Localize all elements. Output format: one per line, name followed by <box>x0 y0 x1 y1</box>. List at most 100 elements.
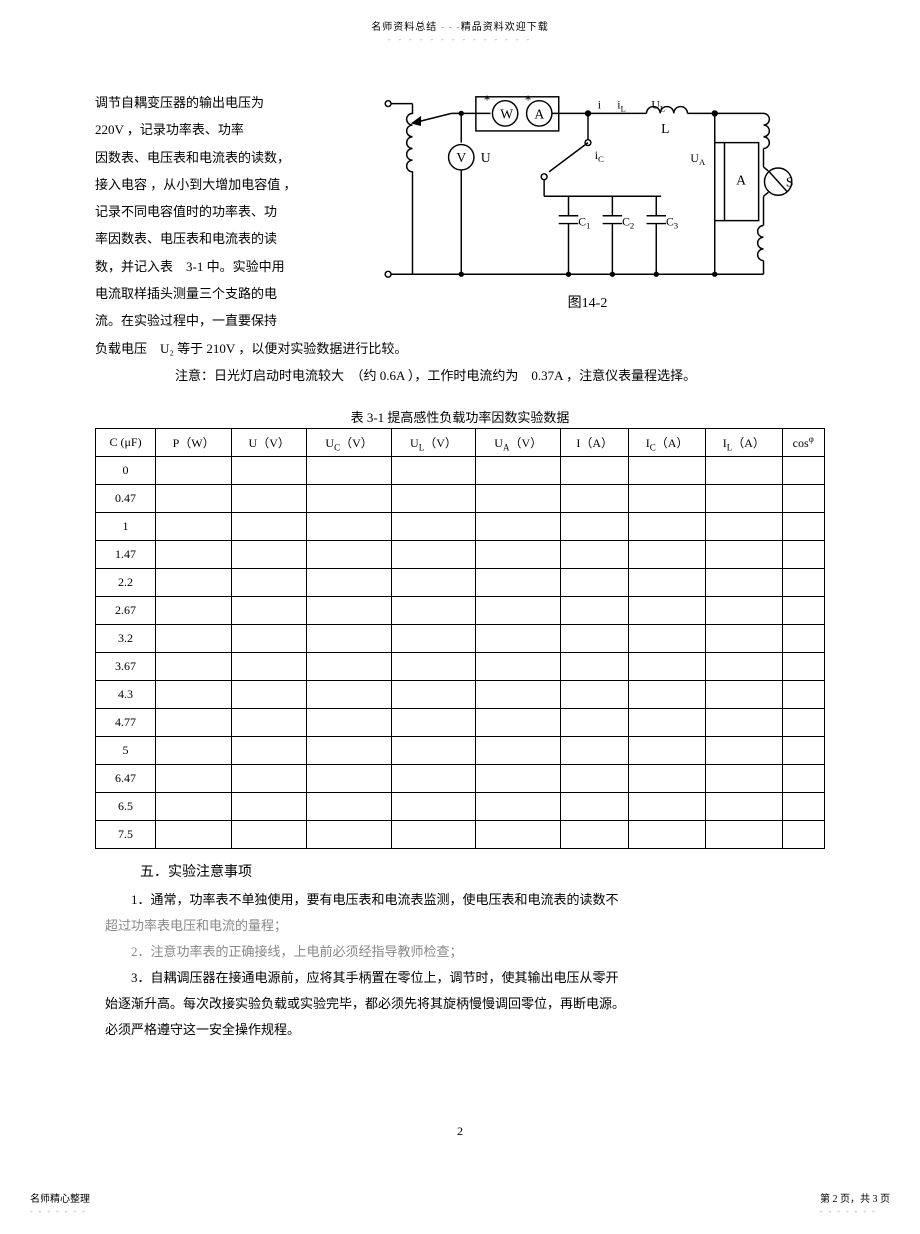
table-cell <box>156 681 232 709</box>
table-cell <box>232 513 307 541</box>
table-cell <box>561 457 628 485</box>
table-row: 3.2 <box>96 625 825 653</box>
intro-left-text: 调节自耦变压器的输出电压为 220V ，记录功率表、功率 因数表、电压表和电流表… <box>95 89 335 335</box>
table-cell <box>782 513 824 541</box>
table-cell: 7.5 <box>96 821 156 849</box>
table-header-cell: IC（A） <box>628 429 705 457</box>
table-row: 7.5 <box>96 821 825 849</box>
table-cell <box>561 653 628 681</box>
section5-p2: 2．注意功率表的正确接线，上电前必须经指导教师检查； <box>95 939 825 965</box>
header-left: 名师资料总结 <box>371 22 441 33</box>
table-header-cell: UC（V） <box>307 429 392 457</box>
intro-line: 电流取样插头测量三个支路的电 <box>95 280 335 307</box>
svg-text:C2: C2 <box>622 215 634 230</box>
table-cell <box>561 485 628 513</box>
table-cell <box>706 569 782 597</box>
table-cell <box>706 793 782 821</box>
table-cell <box>232 625 307 653</box>
table-header-cell: IL（A） <box>706 429 782 457</box>
table-cell <box>475 485 561 513</box>
table-cell <box>706 765 782 793</box>
svg-text:C3: C3 <box>666 215 679 230</box>
table-cell <box>706 709 782 737</box>
table-cell <box>232 485 307 513</box>
section5-p3a: 3．自耦调压器在接通电源前，应将其手柄置在零位上，调节时，使其输出电压从零开 <box>95 965 825 991</box>
svg-text:*: * <box>524 93 531 108</box>
table-cell <box>307 681 392 709</box>
table-cell <box>156 513 232 541</box>
table-cell <box>156 709 232 737</box>
table-header-cell: UA（V） <box>475 429 561 457</box>
table-cell <box>628 625 705 653</box>
table-cell <box>156 793 232 821</box>
intro-line: 调节自耦变压器的输出电压为 <box>95 89 335 116</box>
section5-p1a: 1．通常，功率表不单独使用，要有电压表和电流表监测，使电压表和电流表的读数不 <box>95 887 825 913</box>
table-cell <box>561 597 628 625</box>
table-cell <box>307 709 392 737</box>
table-header-cell: U（V） <box>232 429 307 457</box>
table-caption: 表 3-1 提高感性负载功率因数实验数据 <box>95 407 825 426</box>
table-cell <box>232 569 307 597</box>
table-cell <box>475 457 561 485</box>
table-cell <box>232 457 307 485</box>
table-cell <box>307 485 392 513</box>
table-cell: 4.3 <box>96 681 156 709</box>
table-cell <box>782 653 824 681</box>
table-cell <box>475 765 561 793</box>
table-cell <box>561 569 628 597</box>
switch-s-label: S <box>785 175 793 190</box>
table-cell <box>475 597 561 625</box>
table-cell <box>391 737 475 765</box>
svg-text:i: i <box>597 99 601 112</box>
table-cell <box>782 709 824 737</box>
table-cell <box>475 681 561 709</box>
circuit-caption: 图14-2 <box>568 292 608 312</box>
table-row: 6.47 <box>96 765 825 793</box>
table-cell <box>628 597 705 625</box>
table-cell <box>232 653 307 681</box>
meter-w-label: W <box>500 106 513 121</box>
table-cell: 3.2 <box>96 625 156 653</box>
table-row: 0 <box>96 457 825 485</box>
table-cell <box>628 821 705 849</box>
table-cell <box>391 625 475 653</box>
intro-line-full: 负载电压 U₂ 等于 210V ，以便对实验数据进行比较。 <box>95 335 825 362</box>
table-cell <box>232 681 307 709</box>
table-cell <box>307 821 392 849</box>
intro-area: 调节自耦变压器的输出电压为 220V ，记录功率表、功率 因数表、电压表和电流表… <box>95 89 825 335</box>
table-cell <box>232 765 307 793</box>
table-cell <box>782 765 824 793</box>
table-header-cell: C (μF) <box>96 429 156 457</box>
table-cell <box>391 821 475 849</box>
intro-line: 220V ，记录功率表、功率 <box>95 116 335 143</box>
table-cell <box>706 653 782 681</box>
table-cell <box>628 513 705 541</box>
table-header-row: C (μF)P（W）U（V）UC（V）UL（V）UA（V）I（A）IC（A）IL… <box>96 429 825 457</box>
section5-p3b: 始逐渐升高。每次改接实验负载或实验完毕，都必须先将其旋柄慢慢调回零位，再断电源。 <box>95 991 825 1017</box>
table-cell <box>391 569 475 597</box>
table-cell: 2.67 <box>96 597 156 625</box>
table-cell <box>307 625 392 653</box>
table-cell <box>156 625 232 653</box>
table-cell <box>307 541 392 569</box>
table-row: 4.77 <box>96 709 825 737</box>
svg-text:C1: C1 <box>578 215 590 230</box>
section5-p3c: 必须严格遵守这一安全操作规程。 <box>95 1017 825 1043</box>
table-row: 3.67 <box>96 653 825 681</box>
table-cell: 4.77 <box>96 709 156 737</box>
table-row: 6.5 <box>96 793 825 821</box>
table-cell <box>391 597 475 625</box>
table-cell <box>391 457 475 485</box>
table-cell <box>391 541 475 569</box>
table-cell <box>782 821 824 849</box>
table-cell <box>561 793 628 821</box>
table-cell <box>475 821 561 849</box>
header-sep: - - - <box>441 22 461 33</box>
table-cell: 1.47 <box>96 541 156 569</box>
table-cell: 0 <box>96 457 156 485</box>
table-cell: 3.67 <box>96 653 156 681</box>
table-cell <box>156 653 232 681</box>
page-footer: 名师精心整理 - - - - - - - 第 2 页，共 3 页 - - - -… <box>30 1190 890 1216</box>
page-number: 2 <box>0 1124 920 1139</box>
table-cell: 5 <box>96 737 156 765</box>
